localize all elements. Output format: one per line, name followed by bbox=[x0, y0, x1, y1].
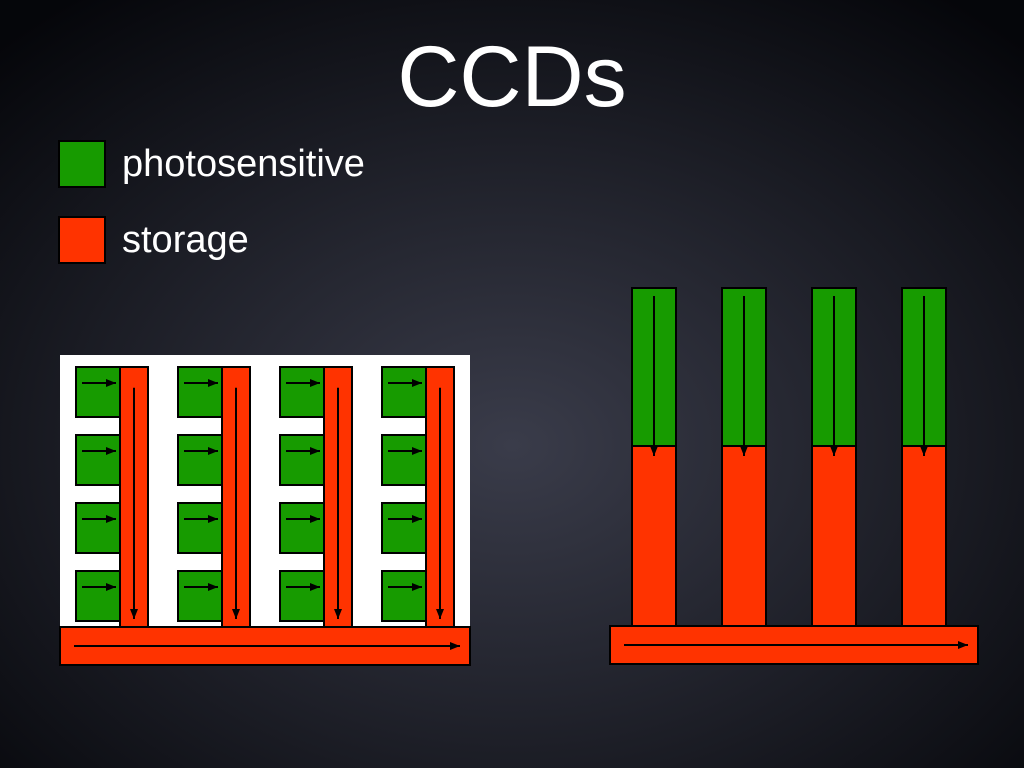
left-pixel bbox=[280, 571, 324, 621]
left-pixel bbox=[178, 571, 222, 621]
left-pixel bbox=[382, 367, 426, 417]
left-pixel bbox=[76, 435, 120, 485]
left-pixel bbox=[178, 503, 222, 553]
left-pixel bbox=[382, 503, 426, 553]
right-storage-col bbox=[722, 446, 766, 626]
diagram-svg bbox=[0, 0, 1024, 768]
right-storage-col bbox=[632, 446, 676, 626]
left-pixel bbox=[178, 367, 222, 417]
left-pixel bbox=[178, 435, 222, 485]
slide-stage: CCDs photosensitive storage bbox=[0, 0, 1024, 768]
left-pixel bbox=[280, 503, 324, 553]
right-storage-col bbox=[812, 446, 856, 626]
left-pixel bbox=[76, 503, 120, 553]
left-pixel bbox=[280, 367, 324, 417]
left-pixel bbox=[76, 367, 120, 417]
right-storage-col bbox=[902, 446, 946, 626]
left-pixel bbox=[382, 435, 426, 485]
left-pixel bbox=[76, 571, 120, 621]
left-pixel bbox=[280, 435, 324, 485]
left-pixel bbox=[382, 571, 426, 621]
